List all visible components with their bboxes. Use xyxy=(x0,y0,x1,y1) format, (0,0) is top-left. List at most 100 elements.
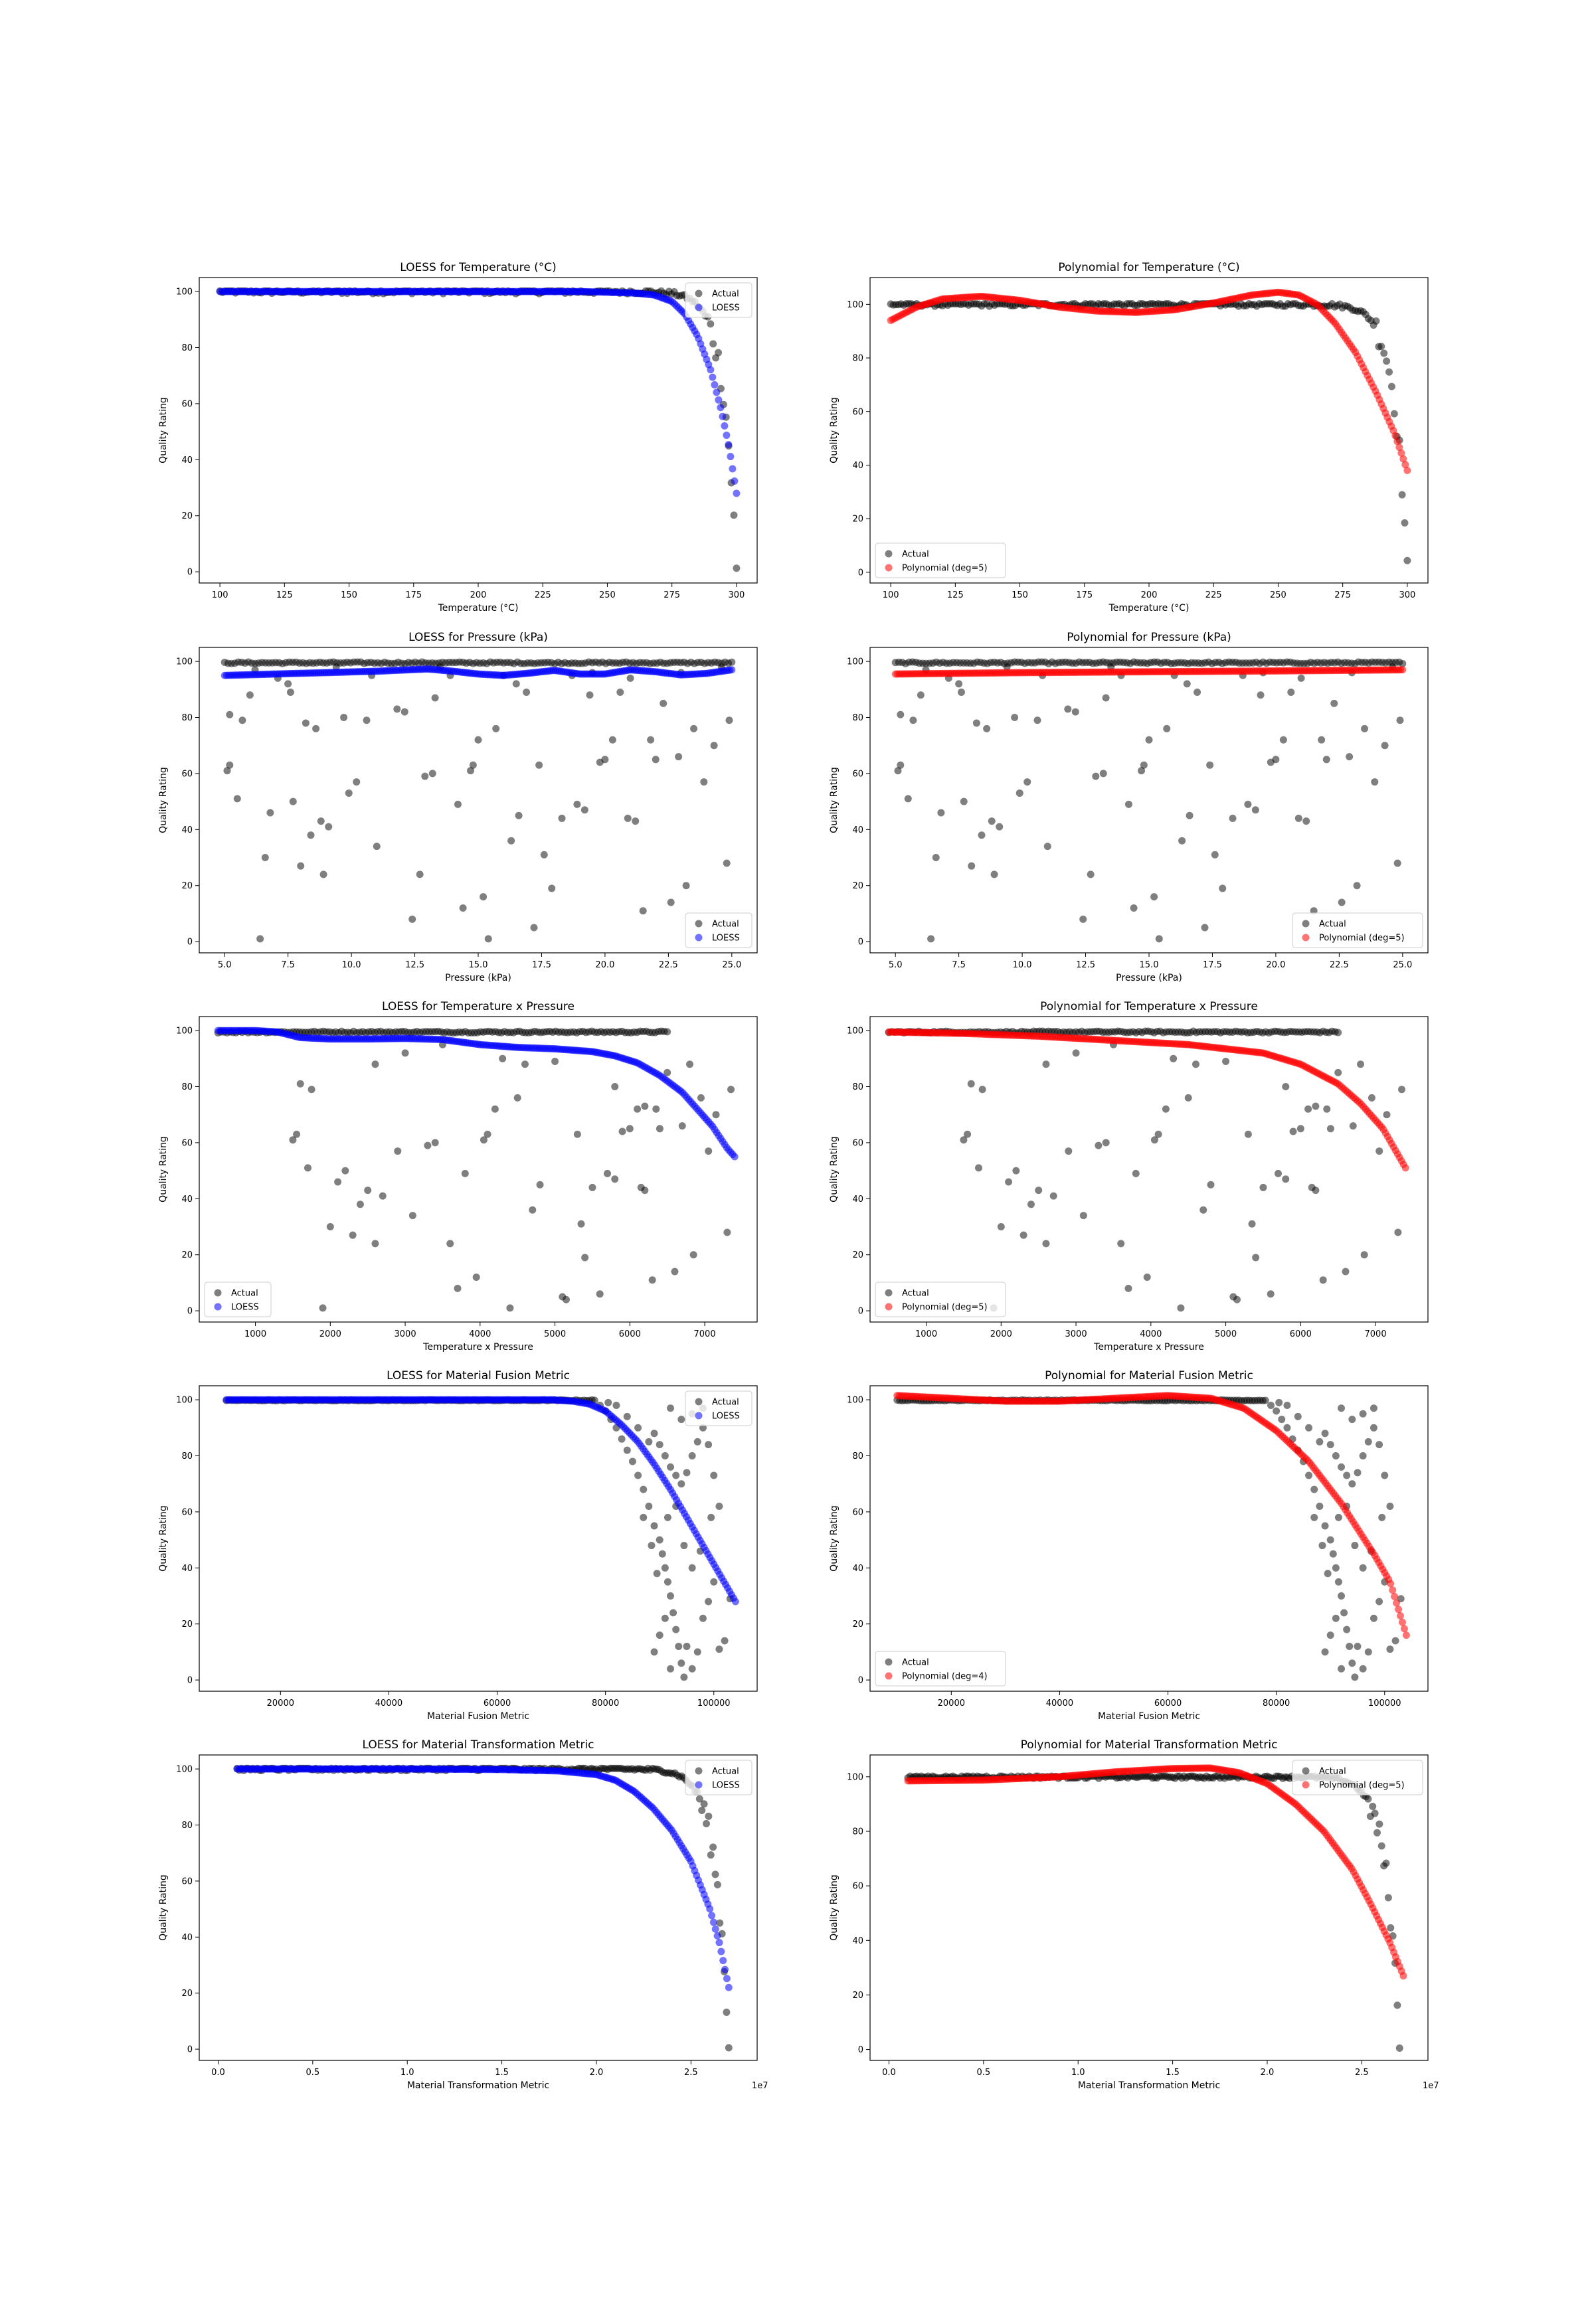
x-tick-label: 10.0 xyxy=(342,960,361,970)
x-tick-label: 1.0 xyxy=(400,2068,414,2078)
data-point-actual xyxy=(246,691,254,699)
data-point-actual xyxy=(325,823,333,831)
y-tick-label: 20 xyxy=(852,1991,863,2001)
x-tick-label: 300 xyxy=(1399,590,1415,600)
x-offset-text: 1e7 xyxy=(752,2081,768,2091)
y-tick-label: 80 xyxy=(852,354,863,364)
data-point-actual xyxy=(400,708,408,716)
data-point-fit xyxy=(1401,1164,1409,1172)
data-point-fit xyxy=(723,1975,731,1983)
series-fit xyxy=(221,665,736,679)
x-tick-label: 22.5 xyxy=(659,960,678,970)
data-point-actual xyxy=(1102,694,1110,702)
data-point-actual xyxy=(677,1659,685,1667)
data-point-actual xyxy=(697,1094,705,1102)
data-point-actual xyxy=(1370,1614,1377,1622)
data-point-actual xyxy=(1124,800,1132,808)
data-point-actual xyxy=(1273,1407,1281,1415)
data-point-actual xyxy=(1361,724,1369,732)
data-point-actual xyxy=(623,1412,631,1420)
data-point-actual xyxy=(1302,817,1310,825)
data-point-actual xyxy=(725,716,733,724)
legend-label-actual: Actual xyxy=(902,1289,929,1299)
data-point-actual xyxy=(1233,1295,1241,1303)
y-tick-label: 40 xyxy=(852,825,863,835)
data-point-actual xyxy=(1033,716,1041,724)
data-point-actual xyxy=(693,1438,701,1446)
data-point-actual xyxy=(581,1254,589,1262)
data-point-actual xyxy=(695,1795,703,1803)
data-point-fit xyxy=(1399,455,1407,463)
data-point-fit xyxy=(719,412,727,420)
data-point-actual xyxy=(548,884,556,892)
x-tick-label: 5000 xyxy=(544,1329,566,1339)
data-point-actual xyxy=(312,724,320,732)
chart-title: Polynomial for Material Fusion Metric xyxy=(1045,1369,1253,1382)
x-tick-label: 80000 xyxy=(1263,1699,1290,1708)
y-tick-label: 80 xyxy=(181,343,193,353)
data-point-fit xyxy=(727,453,735,461)
data-point-actual xyxy=(1359,1564,1367,1572)
y-axis-label: Quality Rating xyxy=(829,767,840,833)
data-point-actual xyxy=(996,823,1004,831)
chart-panel-r3c1: Polynomial for Material Fusion Metric 200… xyxy=(829,1369,1429,1722)
data-point-actual xyxy=(937,809,945,817)
data-point-actual xyxy=(656,1441,664,1449)
data-point-actual xyxy=(1348,1416,1356,1424)
data-point-actual xyxy=(1011,714,1019,722)
data-point-actual xyxy=(1332,1614,1340,1622)
y-tick-label: 20 xyxy=(181,1250,193,1260)
legend-marker-fit xyxy=(695,934,703,942)
data-point-fit xyxy=(1397,449,1405,457)
data-point-actual xyxy=(1294,814,1302,822)
chart-panel-r1c0: LOESS for Pressure (kPa)5.0 7.5 10.0 12.5 15… xyxy=(158,631,758,983)
data-point-actual xyxy=(1332,1564,1340,1572)
data-point-actual xyxy=(1186,811,1194,819)
data-point-actual xyxy=(1353,882,1361,890)
data-point-actual xyxy=(577,1220,585,1228)
x-tick-label: 20000 xyxy=(938,1699,965,1708)
x-tick-label: 0.5 xyxy=(306,2068,320,2078)
y-tick-label: 100 xyxy=(847,1772,863,1782)
data-point-actual xyxy=(652,1105,660,1113)
data-point-actual xyxy=(647,736,655,744)
data-point-actual xyxy=(1312,1102,1320,1110)
data-point-actual xyxy=(345,789,353,797)
data-point-actual xyxy=(653,1570,661,1578)
legend-label-fit: LOESS xyxy=(712,1781,740,1791)
data-point-actual xyxy=(1378,1513,1386,1521)
y-tick-label: 0 xyxy=(187,568,193,578)
data-point-actual xyxy=(1049,1192,1057,1200)
series-fit xyxy=(887,288,1411,475)
x-tick-label: 1.5 xyxy=(495,2068,509,2078)
data-point-actual xyxy=(650,1648,658,1656)
data-point-actual xyxy=(1042,1060,1050,1068)
data-point-actual xyxy=(972,719,980,727)
data-point-actual xyxy=(1312,1187,1320,1195)
data-point-actual xyxy=(705,1441,713,1449)
y-tick-label: 80 xyxy=(181,713,193,723)
legend-label-fit: LOESS xyxy=(712,934,740,944)
data-point-actual xyxy=(1023,778,1031,786)
y-tick-label: 60 xyxy=(852,1138,863,1148)
data-point-fit xyxy=(731,1598,739,1606)
data-point-actual xyxy=(1117,1240,1125,1248)
data-point-actual xyxy=(997,1223,1005,1231)
x-axis-label: Pressure (kPa) xyxy=(1116,973,1182,983)
x-tick-label: 5.0 xyxy=(889,960,903,970)
y-tick-label: 60 xyxy=(852,1882,863,1892)
data-point-actual xyxy=(1079,1212,1087,1220)
x-axis-label: Material Fusion Metric xyxy=(1098,1711,1200,1722)
data-point-actual xyxy=(650,1430,658,1438)
data-point-actual xyxy=(640,1485,648,1493)
data-point-actual xyxy=(611,1083,619,1091)
data-point-actual xyxy=(1130,904,1138,912)
data-point-actual xyxy=(1222,1058,1230,1066)
y-tick-label: 80 xyxy=(181,1821,193,1831)
data-point-actual xyxy=(618,1435,626,1443)
y-tick-label: 80 xyxy=(852,1452,863,1461)
y-tick-label: 60 xyxy=(852,1507,863,1517)
legend-marker-actual xyxy=(885,1658,893,1666)
